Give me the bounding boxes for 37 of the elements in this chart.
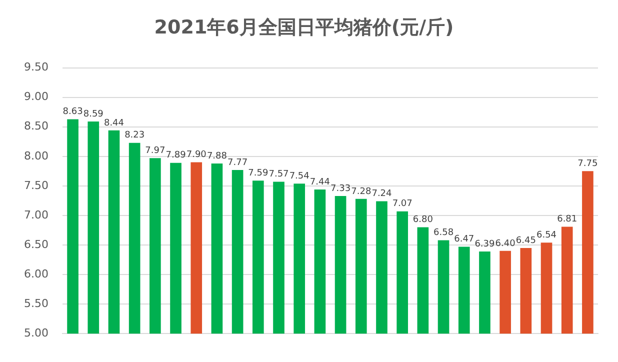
- data-label: 8.63: [62, 107, 83, 118]
- data-label: 7.59: [248, 168, 268, 178]
- data-label: 7.54: [289, 171, 310, 182]
- data-label: 7.90: [186, 150, 207, 160]
- data-label: 7.28: [351, 186, 372, 197]
- data-label: 6.81: [557, 214, 578, 225]
- data-label: 7.44: [310, 177, 330, 188]
- y-tick-label: 6.00: [24, 267, 48, 280]
- data-label: 8.44: [104, 118, 124, 128]
- y-tick-label: 5.00: [24, 326, 48, 340]
- y-tick-label: 9.00: [24, 90, 48, 104]
- y-tick-label: 7.00: [24, 208, 48, 222]
- data-label: 8.59: [83, 109, 104, 120]
- data-label: 7.57: [268, 170, 289, 180]
- chart-title: 2021年6月全国日平均猪价(元/斤): [154, 16, 454, 38]
- data-label: 8.23: [124, 130, 145, 141]
- data-label: 6.80: [412, 215, 434, 226]
- data-label: 6.58: [434, 228, 454, 238]
- data-label: 7.24: [372, 189, 392, 200]
- data-label: 6.54: [536, 230, 557, 240]
- y-tick-label: 9.50: [24, 60, 48, 74]
- data-label: 6.40: [495, 238, 516, 249]
- y-tick-label: 8.50: [24, 120, 48, 133]
- data-label: 6.39: [474, 239, 496, 250]
- y-tick-label: 6.50: [24, 238, 48, 251]
- data-label: 7.89: [166, 150, 186, 161]
- y-tick-label: 7.50: [24, 178, 48, 192]
- data-label: 7.77: [228, 158, 248, 168]
- data-label: 7.33: [330, 184, 351, 194]
- data-label: 7.75: [578, 159, 598, 170]
- y-tick-label: 8.00: [24, 149, 48, 162]
- data-label: 7.07: [392, 199, 412, 210]
- data-label: 7.97: [145, 146, 166, 156]
- data-label: 6.47: [454, 234, 474, 245]
- y-tick-label: 5.50: [24, 296, 48, 310]
- data-label: 6.45: [516, 236, 536, 246]
- data-label: 7.88: [206, 151, 228, 162]
